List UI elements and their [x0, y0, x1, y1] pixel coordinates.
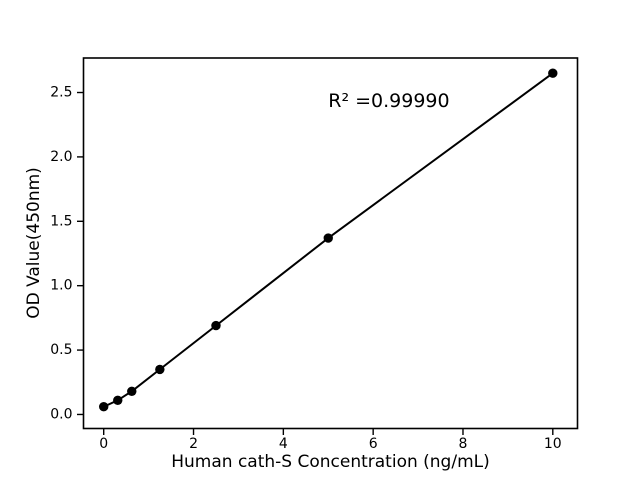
x-tick-label: 10 [544, 436, 562, 452]
r-squared-annotation: R² =0.99990 [328, 90, 449, 112]
y-tick-label: 2.5 [50, 85, 72, 101]
data-point [127, 386, 137, 396]
data-point [113, 395, 123, 405]
x-tick-label: 0 [99, 436, 108, 452]
plot-border [82, 57, 579, 430]
y-tick-label: 0.0 [50, 406, 72, 422]
y-tick-label: 0.5 [50, 342, 72, 358]
x-tick-label: 8 [459, 436, 468, 452]
data-point [323, 233, 333, 243]
data-point [155, 364, 165, 375]
data-point [99, 402, 109, 412]
data-point [211, 320, 221, 331]
x-tick-label: 2 [189, 436, 198, 452]
x-tick-label: 4 [279, 436, 288, 452]
y-tick-label: 1.5 [50, 213, 72, 229]
y-axis-title: OD Value(450nm) [24, 167, 44, 319]
y-tick-label: 2.0 [50, 149, 72, 165]
x-tick-label: 6 [369, 436, 378, 452]
x-axis-title: Human cath-S Concentration (ng/mL) [171, 452, 490, 472]
data-point [548, 68, 558, 78]
y-tick-label: 1.0 [50, 278, 72, 294]
